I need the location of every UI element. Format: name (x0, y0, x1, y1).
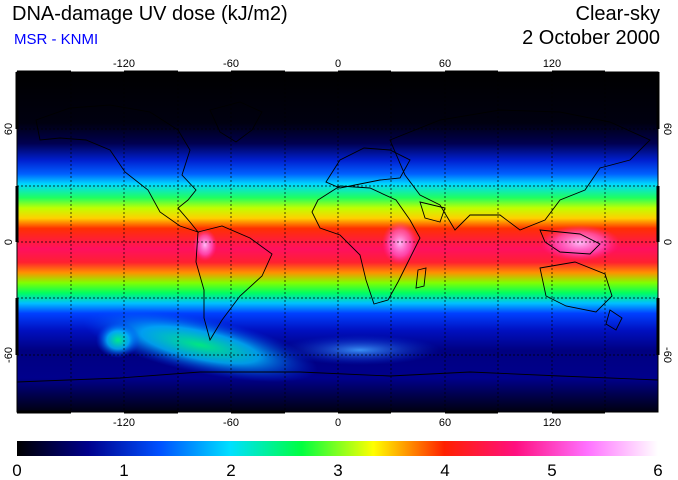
ozone-feature-right (280, 335, 440, 365)
ozone-feature-left (82, 307, 318, 383)
map-title: DNA-damage UV dose (kJ/m2) (12, 3, 288, 25)
lon-label-top: 120 (543, 58, 561, 70)
hotspot-africa (382, 221, 418, 265)
ozone-feature-spot (96, 322, 140, 358)
arabia (419, 201, 446, 223)
lat-label-left: -60 (3, 347, 15, 363)
lon-label-bottom: 0 (335, 417, 341, 429)
sky-condition: Clear-sky (575, 3, 660, 25)
legend-color-bar (17, 441, 658, 456)
legend-tick-label: 1 (119, 461, 128, 480)
lon-label-top: -60 (223, 58, 239, 70)
madagascar (415, 267, 427, 289)
lon-label-bottom: 120 (543, 417, 561, 429)
legend-tick-label: 2 (226, 461, 235, 480)
africa (311, 185, 421, 305)
legend-tick-label: 3 (333, 461, 342, 480)
map-subtitle: MSR - KNMI (14, 31, 99, 48)
antarctica-coast (17, 371, 658, 383)
new-zealand (605, 309, 623, 331)
lat-label-right: 0 (661, 239, 673, 245)
graticule (17, 72, 658, 412)
greenland (209, 101, 263, 143)
lon-label-top: 60 (439, 58, 451, 70)
lat-label-left: 60 (3, 123, 15, 135)
north-america (35, 104, 200, 233)
lon-label-top: -120 (113, 58, 135, 70)
legend-tick-label: 4 (440, 461, 449, 480)
lon-label-bottom: -120 (113, 417, 135, 429)
map-frame (15, 70, 660, 414)
lon-label-top: 0 (335, 58, 341, 70)
lat-label-left: 0 (3, 239, 15, 245)
lon-label-bottom: 60 (439, 417, 451, 429)
hotspot-indonesia (540, 225, 620, 261)
lon-label-bottom: -60 (223, 417, 239, 429)
asia (389, 109, 651, 231)
hotspot-andes (193, 229, 217, 261)
legend-tick-label: 6 (653, 461, 662, 480)
legend-tick-label: 0 (12, 461, 21, 480)
map-date: 2 October 2000 (522, 27, 660, 49)
coastlines (17, 101, 658, 383)
legend-tick-label: 5 (547, 461, 556, 480)
lat-label-right: -60 (661, 347, 673, 363)
lat-label-right: 60 (661, 123, 673, 135)
